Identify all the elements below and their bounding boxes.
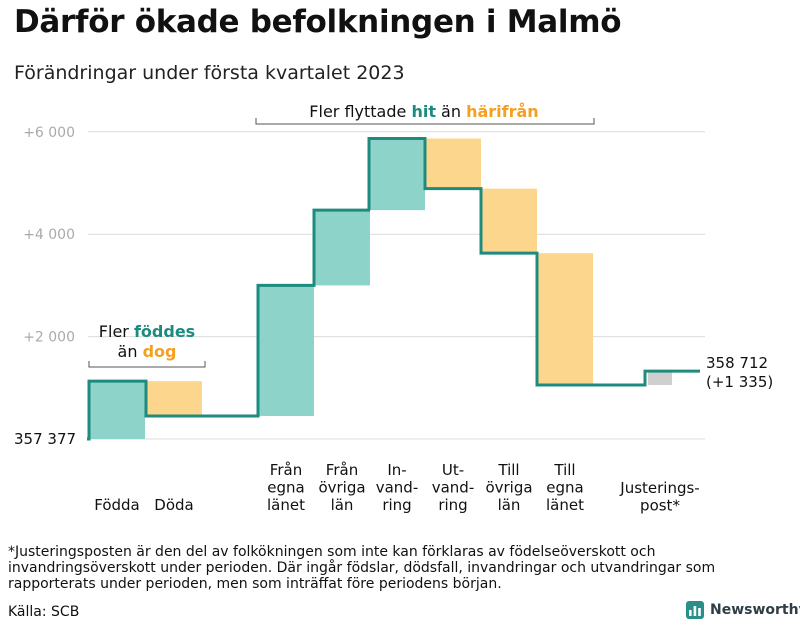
waterfall-bar	[537, 253, 593, 385]
category-label: Födda	[94, 496, 140, 514]
category-label-line: Födda	[94, 496, 140, 514]
births-annotation-line1: Fler föddes	[99, 322, 195, 341]
waterfall-bar	[89, 381, 145, 439]
newsworthy-logo-icon	[686, 601, 704, 619]
births-annotation-line2: än dog	[118, 342, 177, 361]
category-label-line: länet	[546, 496, 584, 514]
category-label: Döda	[154, 496, 193, 514]
source: Källa: SCB	[8, 604, 80, 620]
migration-bracket	[255, 118, 595, 125]
category-label-line: Döda	[154, 496, 193, 514]
step-line-layer	[87, 136, 700, 441]
category-label-line: övriga	[318, 479, 365, 497]
category-label-line: län	[498, 496, 521, 514]
category-label-line: Ut-	[442, 461, 464, 479]
y-tick-label: +4 000	[23, 227, 75, 243]
category-label-line: post*	[640, 497, 680, 515]
category-label-line: länet	[267, 496, 305, 514]
base-value-label: 357 377	[14, 430, 76, 448]
births-annotation: Fler föddes än dog	[88, 322, 206, 368]
step-line	[87, 136, 700, 441]
category-label: Justerings-post*	[619, 479, 699, 515]
category-label-line: ring	[438, 496, 467, 514]
end-change-label: (+1 335)	[706, 373, 773, 391]
category-label-line: Från	[270, 461, 302, 479]
category-label-line: Från	[326, 461, 358, 479]
migration-annotation: Fler flyttade hit än härifrån	[255, 102, 595, 125]
category-label-line: egna	[546, 479, 583, 497]
category-label-line: Till	[553, 461, 575, 479]
category-label: Från övriga län	[318, 461, 365, 514]
bars	[89, 138, 672, 439]
waterfall-bar	[258, 285, 314, 416]
category-label-line: Till	[497, 461, 519, 479]
category-label-line: egna	[267, 479, 304, 497]
category-label: Från egna länet	[267, 461, 305, 514]
waterfall-bar	[369, 138, 425, 211]
category-label-line: Justerings-	[619, 479, 699, 497]
category-label-line: In-	[387, 461, 406, 479]
brand-name: Newsworthy	[710, 602, 800, 618]
chart-subtitle: Förändringar under första kvartalet 2023	[14, 62, 405, 84]
waterfall-bar	[425, 138, 481, 189]
category-label: In-vand-ring	[376, 461, 419, 514]
waterfall-bar	[314, 210, 370, 286]
category-label-line: län	[331, 496, 354, 514]
chart-title: Därför ökade befolkningen i Malmö	[14, 4, 622, 40]
waterfall-bar	[648, 371, 672, 385]
category-label-line: övriga	[485, 479, 532, 497]
category-label-line: vand-	[376, 479, 419, 497]
category-label: Till egna länet	[546, 461, 584, 514]
end-value-label: 358 712	[706, 354, 768, 372]
waterfall-bar	[146, 381, 202, 416]
footnote: *Justeringsposten är den del av folkökni…	[8, 544, 716, 592]
waterfall-bar	[481, 188, 537, 254]
gridlines	[88, 131, 705, 440]
category-label-line: vand-	[432, 479, 475, 497]
category-label: Till övriga län	[485, 461, 532, 514]
brand-logo: Newsworthy	[686, 601, 800, 619]
category-label: Ut-vand-ring	[432, 461, 475, 514]
y-tick-label: +6 000	[23, 125, 75, 141]
y-tick-label: +2 000	[23, 330, 75, 346]
category-label-line: ring	[382, 496, 411, 514]
births-bracket	[88, 361, 206, 368]
migration-annotation-text: Fler flyttade hit än härifrån	[309, 102, 538, 121]
